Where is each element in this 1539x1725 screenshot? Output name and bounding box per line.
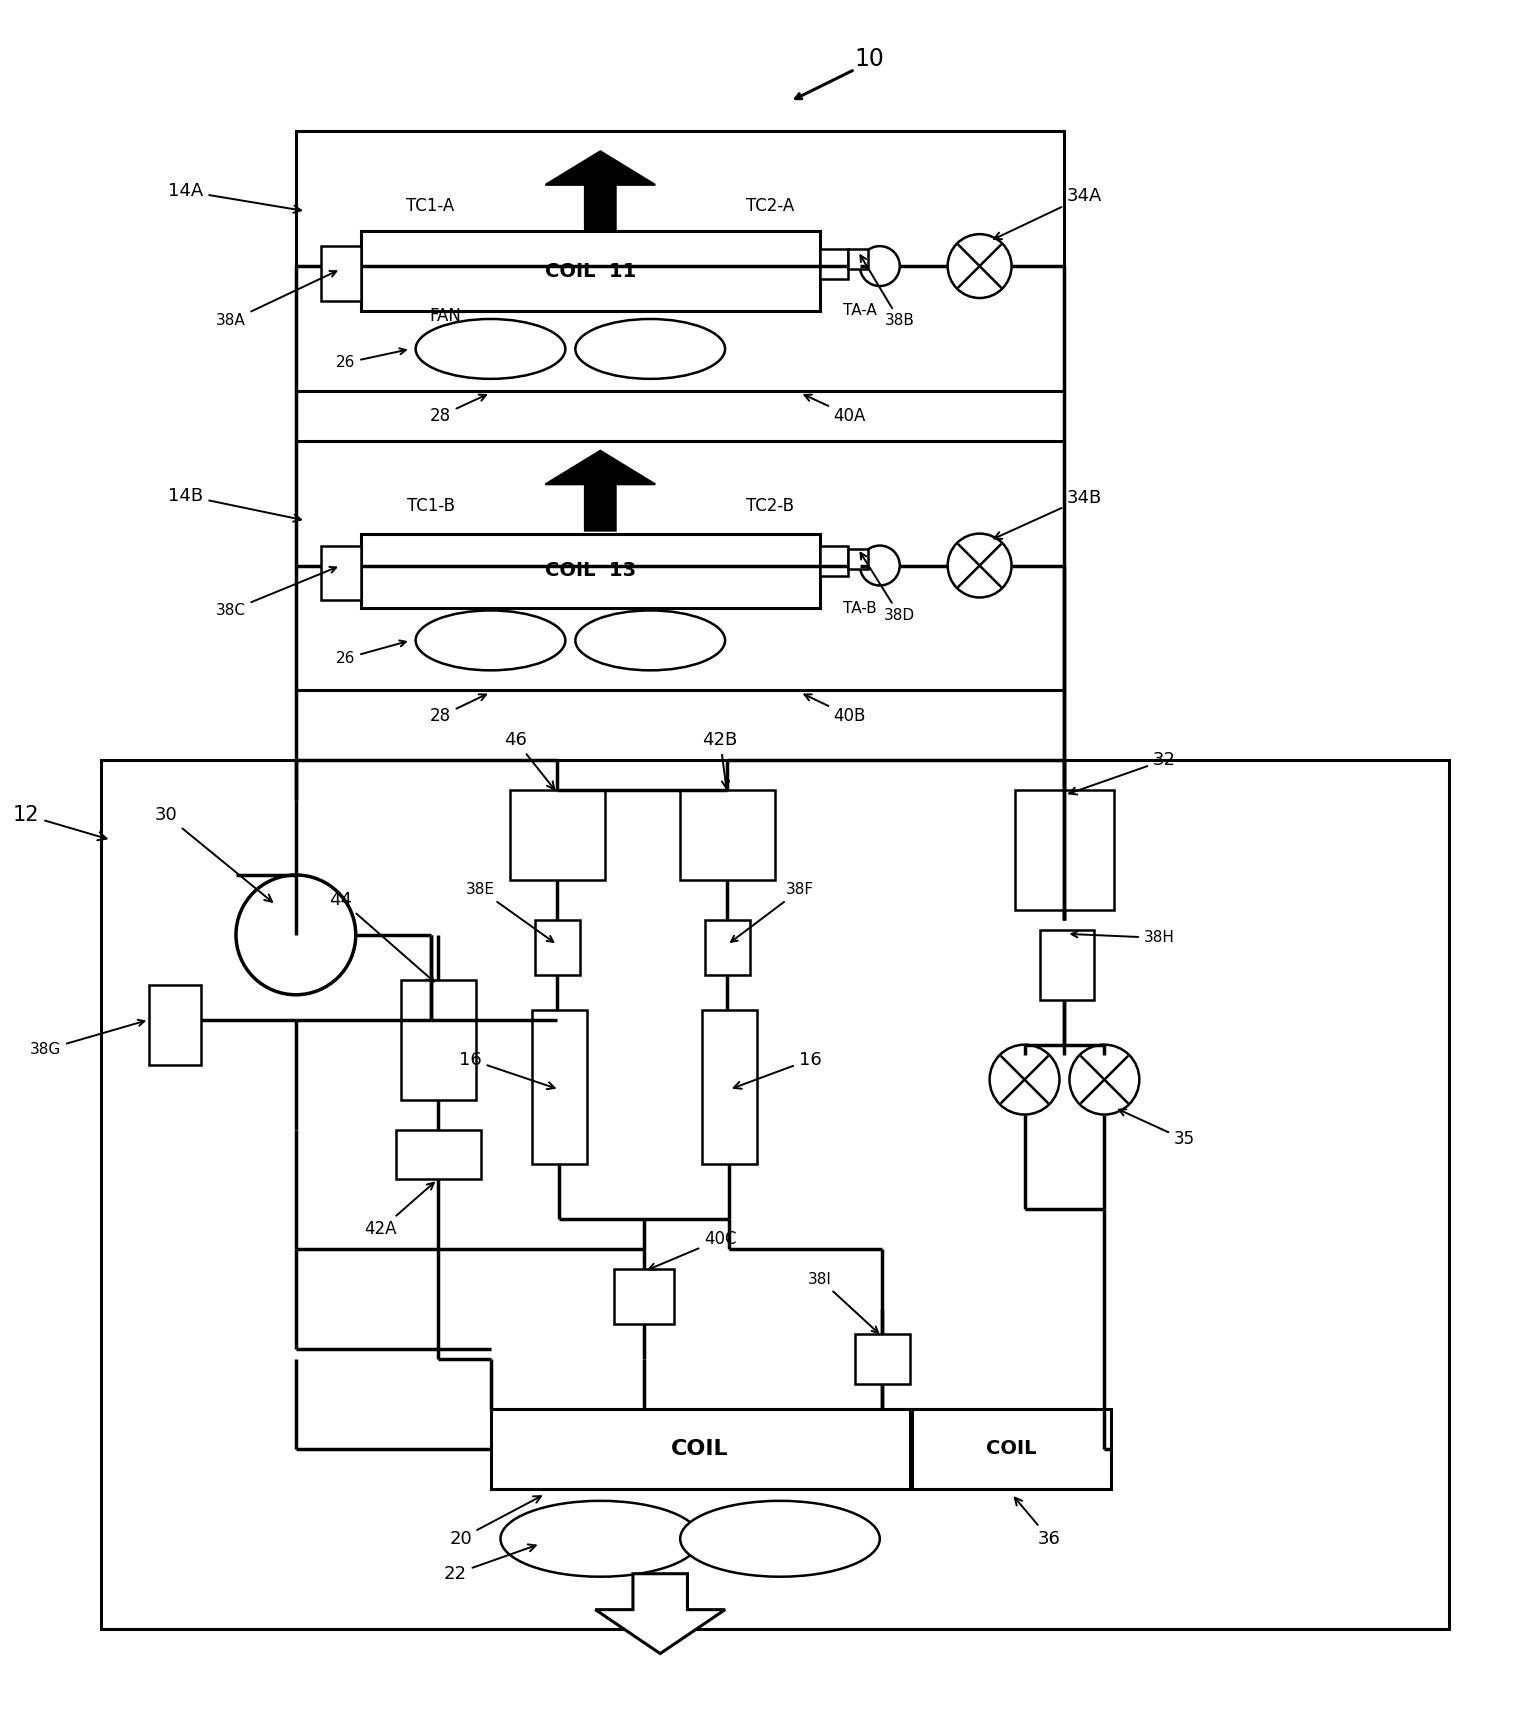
Circle shape: [235, 875, 356, 995]
Text: 44: 44: [329, 890, 434, 982]
Text: TC1-A: TC1-A: [406, 197, 454, 216]
Text: TC1-B: TC1-B: [406, 497, 454, 514]
Text: COIL  11: COIL 11: [545, 262, 636, 281]
Polygon shape: [545, 450, 656, 531]
Circle shape: [948, 533, 1011, 597]
Text: 20: 20: [449, 1496, 542, 1547]
Bar: [511, 790, 605, 880]
Polygon shape: [545, 152, 656, 231]
Bar: [295, 131, 1065, 392]
Bar: [149, 985, 202, 1064]
Ellipse shape: [416, 319, 565, 380]
Text: 38D: 38D: [860, 552, 916, 623]
Text: 42B: 42B: [702, 731, 737, 788]
Text: 10: 10: [854, 48, 885, 71]
Text: 46: 46: [503, 731, 554, 790]
Bar: [102, 761, 1448, 1628]
Text: 14B: 14B: [168, 486, 302, 521]
Text: 38E: 38E: [466, 883, 554, 942]
Text: 35: 35: [1119, 1109, 1194, 1149]
Ellipse shape: [576, 611, 725, 671]
Text: 32: 32: [1070, 750, 1176, 795]
Text: TC2-B: TC2-B: [746, 497, 794, 514]
Ellipse shape: [680, 1501, 880, 1577]
Circle shape: [860, 247, 900, 286]
Bar: [848, 248, 868, 269]
Ellipse shape: [416, 611, 565, 671]
Text: 36: 36: [1014, 1497, 1060, 1547]
Text: 34B: 34B: [994, 488, 1102, 538]
Bar: [820, 248, 848, 279]
Bar: [911, 1409, 1111, 1489]
Text: 38F: 38F: [731, 883, 814, 942]
Bar: [295, 442, 1065, 690]
Text: 22: 22: [445, 1544, 536, 1584]
Ellipse shape: [576, 319, 725, 380]
Bar: [1039, 930, 1094, 1000]
Bar: [680, 790, 776, 880]
Text: 38I: 38I: [808, 1271, 879, 1333]
Text: COIL: COIL: [986, 1439, 1037, 1458]
Circle shape: [860, 545, 900, 585]
Text: 28: 28: [429, 695, 486, 724]
Bar: [702, 1009, 757, 1164]
Bar: [705, 919, 749, 975]
Circle shape: [1070, 1045, 1139, 1114]
Text: 38A: 38A: [215, 271, 337, 328]
Circle shape: [990, 1045, 1059, 1114]
Text: 16: 16: [459, 1051, 554, 1088]
Bar: [854, 1333, 910, 1383]
Bar: [360, 231, 820, 310]
Bar: [320, 545, 360, 600]
Text: 38H: 38H: [1071, 930, 1174, 945]
Bar: [396, 1130, 480, 1180]
Text: 42A: 42A: [365, 1183, 434, 1239]
Bar: [491, 1409, 910, 1489]
Text: 34A: 34A: [994, 188, 1102, 240]
Bar: [1014, 790, 1114, 909]
Text: 26: 26: [336, 640, 406, 666]
Text: TA-B: TA-B: [843, 600, 877, 616]
Bar: [536, 919, 580, 975]
Text: 26: 26: [336, 348, 406, 371]
Polygon shape: [596, 1573, 725, 1654]
Text: 40C: 40C: [649, 1230, 736, 1270]
Text: TA-A: TA-A: [843, 304, 877, 319]
Text: 38G: 38G: [31, 1019, 145, 1057]
Bar: [360, 533, 820, 609]
Bar: [320, 247, 360, 302]
Text: 14A: 14A: [168, 183, 302, 212]
Bar: [400, 980, 476, 1099]
Text: COIL: COIL: [671, 1439, 729, 1459]
Circle shape: [948, 235, 1011, 298]
Bar: [532, 1009, 588, 1164]
Text: 38B: 38B: [860, 255, 914, 328]
Bar: [820, 545, 848, 576]
Ellipse shape: [500, 1501, 700, 1577]
Bar: [848, 549, 868, 569]
Text: 40A: 40A: [805, 395, 866, 424]
Text: FAN: FAN: [429, 307, 462, 324]
Text: 28: 28: [429, 395, 486, 424]
Text: 16: 16: [734, 1051, 822, 1088]
Text: 40B: 40B: [805, 695, 866, 724]
Text: 12: 12: [14, 806, 106, 840]
Text: 30: 30: [155, 806, 272, 902]
Bar: [614, 1270, 674, 1325]
Text: 38C: 38C: [215, 568, 336, 618]
Text: TC2-A: TC2-A: [746, 197, 794, 216]
Text: COIL  13: COIL 13: [545, 561, 636, 580]
